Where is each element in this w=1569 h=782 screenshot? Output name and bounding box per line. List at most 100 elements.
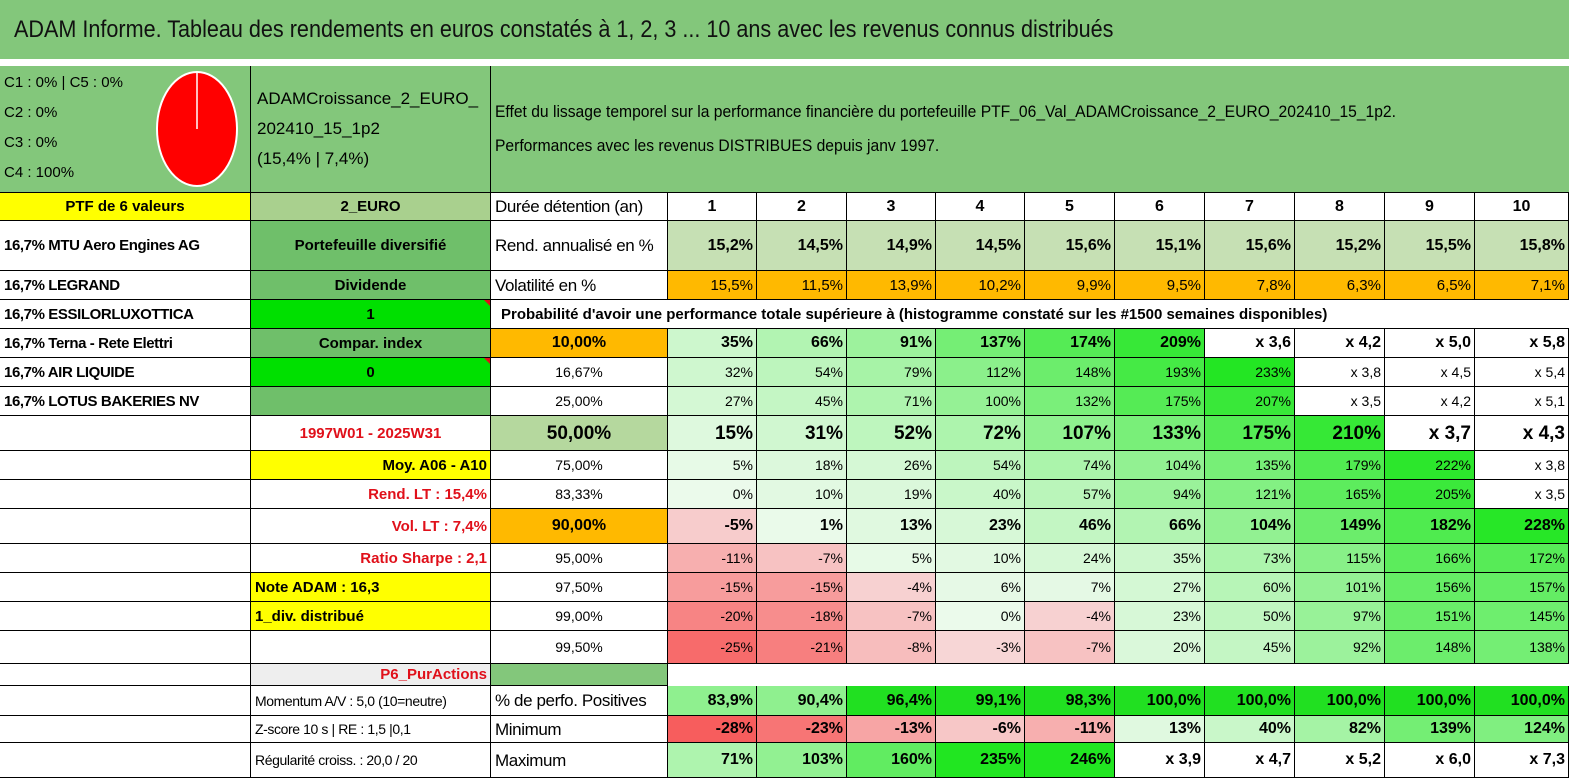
summary-value: 100,0% (1115, 686, 1205, 716)
empty-cell (0, 416, 251, 451)
summary-value: x 5,2 (1295, 743, 1385, 778)
volatility-label: Volatilité en % (491, 271, 668, 300)
probability-value: x 3,6 (1205, 329, 1295, 358)
momentum-label: Momentum A/V : 5,0 (10=neutre) (251, 686, 491, 716)
probability-value: 104% (1205, 509, 1295, 544)
year-header: 8 (1295, 193, 1385, 221)
probability-value: 23% (936, 509, 1025, 544)
fund-stats: (15,4% | 7,4%) (257, 149, 370, 168)
probability-value: 5% (847, 544, 936, 573)
volatility-value: 9,9% (1025, 271, 1115, 300)
empty-cell (491, 664, 668, 686)
summary-value: -13% (847, 716, 936, 743)
probability-value: 115% (1295, 544, 1385, 573)
year-header: 10 (1475, 193, 1569, 221)
summary-value: -11% (1025, 716, 1115, 743)
probability-value: 135% (1205, 451, 1295, 480)
probability-value: 45% (757, 387, 847, 416)
summary-value: 96,4% (847, 686, 936, 716)
probability-threshold: 83,33% (491, 480, 668, 509)
holding-item: 16,7% ESSILORLUXOTTICA (0, 300, 251, 329)
probability-value: -15% (757, 573, 847, 602)
summary-value: 160% (847, 743, 936, 778)
probability-value: 24% (1025, 544, 1115, 573)
portfolio-header: PTF de 6 valeurs (0, 193, 251, 221)
volatility-value: 9,5% (1115, 271, 1205, 300)
probability-value: 107% (1025, 416, 1115, 451)
probability-value: 138% (1475, 631, 1569, 664)
return-value: 14,5% (757, 221, 847, 271)
probability-value: 50% (1205, 602, 1295, 631)
probability-value: 27% (1115, 573, 1205, 602)
return-value: 15,1% (1115, 221, 1205, 271)
probability-value: 149% (1295, 509, 1385, 544)
probability-value: -20% (668, 602, 757, 631)
probability-value: 35% (1115, 544, 1205, 573)
empty-cell (0, 631, 251, 664)
income-type: Dividende (251, 271, 491, 300)
probability-value: 94% (1115, 480, 1205, 509)
summary-value: 82% (1295, 716, 1385, 743)
probability-value: 137% (936, 329, 1025, 358)
probability-value: 132% (1025, 387, 1115, 416)
allocation-label: C1 : 0% | C5 : 0% (4, 74, 123, 91)
probability-value: -7% (1025, 631, 1115, 664)
probability-value: 23% (1115, 602, 1205, 631)
return-value: 14,5% (936, 221, 1025, 271)
return-value: 15,2% (1295, 221, 1385, 271)
summary-value: 90,4% (757, 686, 847, 716)
probability-value: 151% (1385, 602, 1475, 631)
probability-value: 40% (936, 480, 1025, 509)
probability-value: 5% (668, 451, 757, 480)
summary-value: x 3,9 (1115, 743, 1205, 778)
summary-value: 100,0% (1205, 686, 1295, 716)
probability-value: 179% (1295, 451, 1385, 480)
probability-title: Probabilité d'avoir une performance tota… (491, 300, 1569, 329)
year-header: 7 (1205, 193, 1295, 221)
regularity-label: Régularité croiss. : 20,0 / 20 (251, 743, 491, 778)
probability-value: -7% (847, 602, 936, 631)
probability-value: 174% (1025, 329, 1115, 358)
average-label: Moy. A06 - A10 (251, 451, 491, 480)
probability-threshold: 10,00% (491, 329, 668, 358)
probability-value: x 4,3 (1475, 416, 1569, 451)
summary-value: -6% (936, 716, 1025, 743)
summary-value: 246% (1025, 743, 1115, 778)
empty-cell (0, 480, 251, 509)
probability-value: x 3,8 (1475, 451, 1569, 480)
probability-value: -25% (668, 631, 757, 664)
probability-value: 1% (757, 509, 847, 544)
probability-value: 10% (936, 544, 1025, 573)
summary-value: 103% (757, 743, 847, 778)
sharpe-ratio: Ratio Sharpe : 2,1 (251, 544, 491, 573)
year-header: 9 (1385, 193, 1475, 221)
summary-value: x 4,7 (1205, 743, 1295, 778)
empty-cell (0, 716, 251, 743)
return-value: 15,6% (1025, 221, 1115, 271)
period-label: 1997W01 - 2025W31 (251, 416, 491, 451)
adam-score: Note ADAM : 16,3 (251, 573, 491, 602)
probability-value: 222% (1385, 451, 1475, 480)
description-panel: Effet du lissage temporel sur la perform… (491, 66, 1569, 193)
holding-item: 16,7% AIR LIQUIDE (0, 358, 251, 387)
probability-value: 54% (757, 358, 847, 387)
probability-value: -15% (668, 573, 757, 602)
year-header: 1 (668, 193, 757, 221)
probability-value: x 5,4 (1475, 358, 1569, 387)
summary-value: 83,9% (668, 686, 757, 716)
probability-value: 45% (1205, 631, 1295, 664)
empty-cell (0, 686, 251, 716)
probability-value: 54% (936, 451, 1025, 480)
summary-value: 235% (936, 743, 1025, 778)
summary-value: 100,0% (1385, 686, 1475, 716)
empty-cell (0, 509, 251, 544)
probability-value: x 3,5 (1295, 387, 1385, 416)
probability-value: 97% (1295, 602, 1385, 631)
probability-value: 156% (1385, 573, 1475, 602)
probability-value: 19% (847, 480, 936, 509)
empty-cell (0, 602, 251, 631)
probability-value: -11% (668, 544, 757, 573)
probability-value: -4% (1025, 602, 1115, 631)
report-title: ADAM Informe. Tableau des rendements en … (14, 16, 1114, 43)
empty-cell (251, 387, 491, 416)
